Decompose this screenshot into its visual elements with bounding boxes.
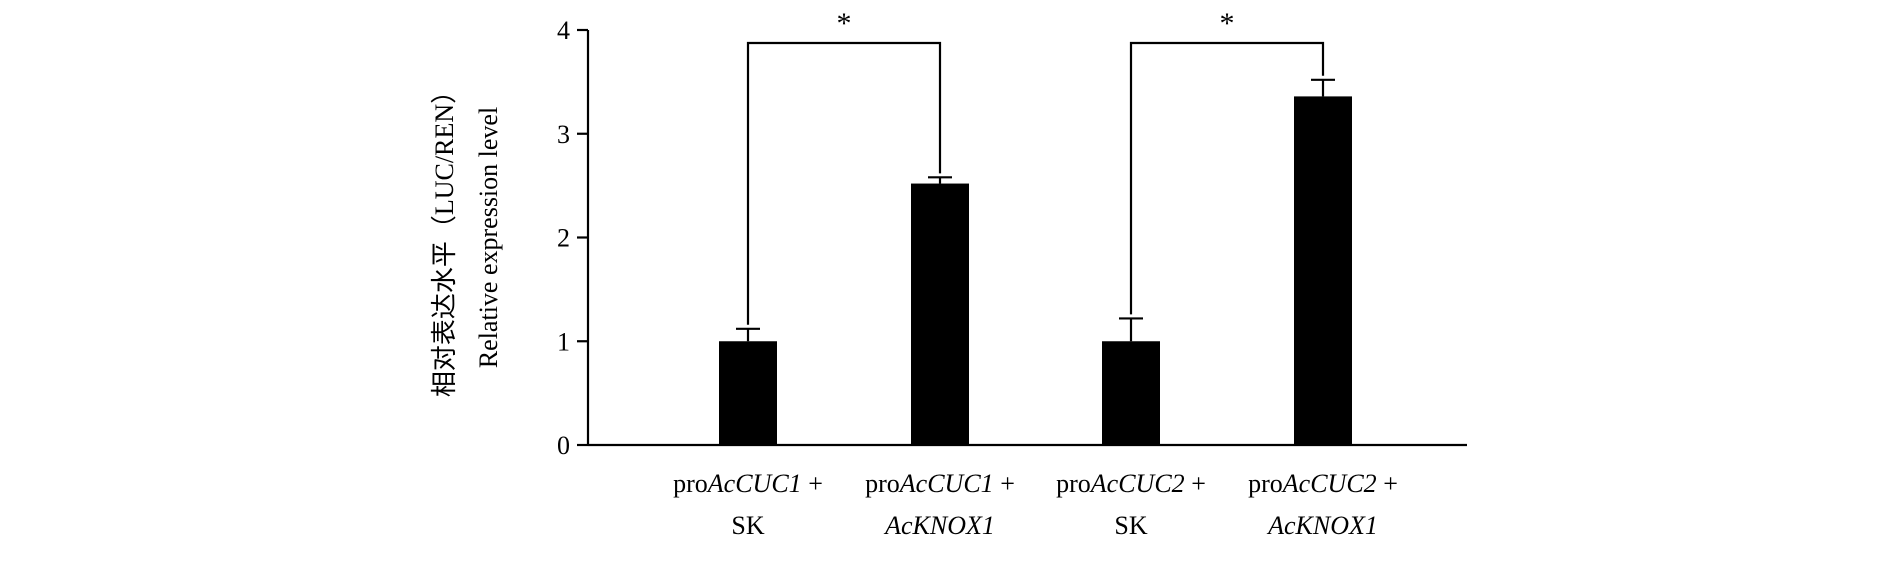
category-label-line1: proAcCUC2 + (1248, 469, 1398, 498)
category-gene-name: AcCUC1 (706, 469, 802, 498)
category-label: proAcCUC2 + SK (1056, 469, 1206, 540)
category-label-line2: AcKNOX1 (1266, 511, 1378, 540)
significance-bracket (1129, 41, 1325, 315)
category-label-line1: proAcCUC2 + (1056, 469, 1206, 498)
significance-label: * (837, 7, 852, 40)
significance-brackets: * * (746, 7, 1325, 325)
bar (1102, 341, 1160, 445)
bar (1294, 96, 1352, 446)
category-gene-name: AcCUC2 (1281, 469, 1377, 498)
category-suffix: + (1377, 469, 1398, 498)
significance-bracket (746, 41, 942, 325)
category-gene-name: AcCUC2 (1089, 469, 1185, 498)
category-prefix: pro (673, 469, 708, 498)
category-label-line1: proAcCUC1 + (865, 469, 1015, 498)
category-label: proAcCUC2 + AcKNOX1 (1248, 469, 1398, 540)
category-gene-name: AcCUC1 (898, 469, 994, 498)
category-suffix: + (994, 469, 1015, 498)
category-prefix: pro (1248, 469, 1283, 498)
y-axis-label-chinese: 相对表达水平（LUC/REN） (430, 78, 459, 397)
y-axis: 0 1 2 3 4 (557, 16, 590, 460)
category-suffix: + (802, 469, 823, 498)
category-label-line1: proAcCUC1 + (673, 469, 823, 498)
category-prefix: pro (1056, 469, 1091, 498)
significance-label: * (1220, 7, 1235, 40)
category-suffix: + (1185, 469, 1206, 498)
category-label-line2: SK (1114, 511, 1147, 540)
category-label-line2: AcKNOX1 (883, 511, 995, 540)
category-label: proAcCUC1 + SK (673, 469, 823, 540)
y-tick-label: 0 (557, 431, 570, 460)
bar (719, 341, 777, 445)
category-label-line2: SK (731, 511, 764, 540)
y-axis-label-english: Relative expression level (474, 107, 503, 368)
bars (719, 78, 1352, 446)
y-tick-label: 3 (557, 120, 570, 149)
y-tick-label: 4 (557, 16, 570, 45)
bar (911, 183, 969, 446)
category-label: proAcCUC1 + AcKNOX1 (865, 469, 1015, 540)
y-axis-label: 相对表达水平（LUC/REN） Relative expression level (430, 78, 503, 397)
y-tick-label: 1 (557, 327, 570, 356)
y-tick-label: 2 (557, 224, 570, 253)
category-prefix: pro (865, 469, 900, 498)
